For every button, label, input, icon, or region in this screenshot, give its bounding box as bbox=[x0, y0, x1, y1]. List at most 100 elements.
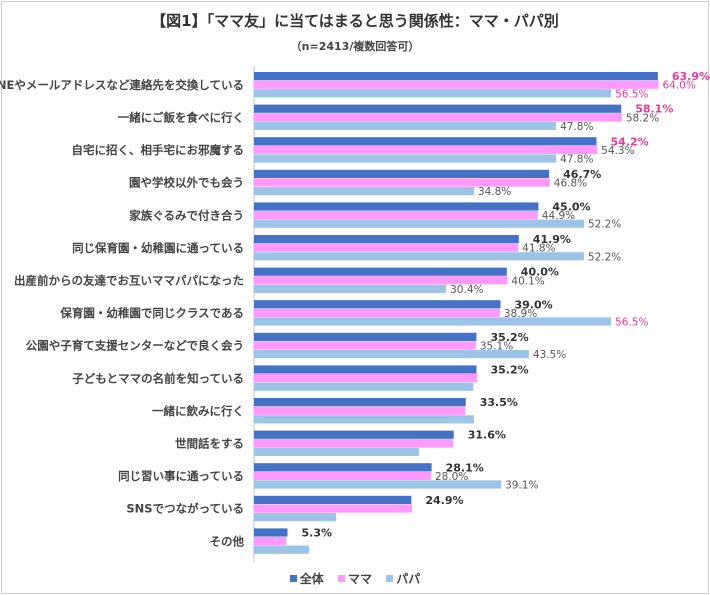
bar-total bbox=[254, 72, 658, 81]
data-label-total: 5.3% bbox=[301, 527, 332, 540]
category-label: 同じ保育園・幼稚園に通っている bbox=[72, 241, 244, 255]
bar-mama bbox=[254, 341, 476, 350]
category-label: 同じ習い事に通っている bbox=[118, 469, 244, 483]
bar-papa bbox=[254, 447, 419, 456]
data-label-total: 58.1% bbox=[635, 103, 673, 116]
category-label: 保育園・幼稚園で同じクラスである bbox=[59, 306, 244, 320]
bar-mama bbox=[254, 113, 622, 122]
data-label-mama: 54.3% bbox=[601, 145, 634, 157]
data-label-total: 31.6% bbox=[468, 429, 506, 442]
data-label-papa: 30.4% bbox=[450, 284, 483, 296]
bar-papa bbox=[254, 252, 584, 261]
data-label-papa: 39.1% bbox=[505, 480, 538, 492]
legend-label-mama: ママ bbox=[347, 572, 372, 586]
bar-total bbox=[254, 528, 288, 537]
chart-subtitle: （n=2413/複数回答可） bbox=[290, 40, 420, 53]
bar-total bbox=[254, 495, 412, 504]
data-label-mama: 40.1% bbox=[511, 275, 544, 287]
data-label-mama: 44.9% bbox=[542, 210, 575, 222]
data-label-total: 40.0% bbox=[521, 266, 559, 279]
chart-title: 【図1】「ママ友」に当てはまると思う関係性：ママ・パパ別 bbox=[151, 12, 559, 30]
bar-total bbox=[254, 300, 501, 309]
data-label-mama: 38.9% bbox=[504, 308, 537, 320]
bar-total bbox=[254, 365, 477, 374]
data-label-papa: 52.2% bbox=[588, 251, 621, 263]
bar-mama bbox=[254, 178, 550, 187]
bar-total bbox=[254, 332, 477, 341]
legend-item-total: 全体 bbox=[289, 572, 324, 586]
data-label-papa: 52.2% bbox=[588, 219, 621, 231]
bar-mama bbox=[254, 406, 466, 415]
bar-mama bbox=[254, 374, 478, 383]
bar-mama bbox=[254, 243, 519, 252]
bar-papa bbox=[254, 187, 474, 196]
bar-papa bbox=[254, 480, 502, 489]
data-label-total: 33.5% bbox=[480, 396, 518, 409]
data-label-total: 24.9% bbox=[425, 494, 463, 507]
category-label: SNSでつながっている bbox=[126, 502, 244, 516]
category-label: 一緒にご飯を食べに行く bbox=[118, 111, 244, 125]
data-label-mama: 46.8% bbox=[554, 178, 587, 190]
bar-papa bbox=[254, 350, 529, 359]
category-label: 家族ぐるみで付き合う bbox=[129, 208, 244, 222]
bar-total bbox=[254, 267, 507, 276]
data-label-total: 46.7% bbox=[563, 168, 601, 181]
data-label-papa: 56.5% bbox=[615, 317, 648, 329]
bar-mama bbox=[254, 276, 508, 285]
category-label: その他 bbox=[210, 534, 245, 548]
bar-mama bbox=[254, 80, 659, 89]
category-label: 世間話をする bbox=[175, 437, 244, 451]
category-label: 一緒に飲みに行く bbox=[152, 404, 244, 418]
bar-total bbox=[254, 430, 454, 439]
bar-papa bbox=[254, 545, 309, 554]
legend-swatch-mama bbox=[337, 575, 345, 582]
bar-total bbox=[254, 202, 539, 211]
bar-total bbox=[254, 169, 550, 178]
data-label-mama: 64.0% bbox=[662, 80, 695, 92]
data-label-total: 45.0% bbox=[552, 201, 590, 214]
category-label: 子どもとママの名前を知っている bbox=[72, 371, 244, 385]
data-label-total: 41.9% bbox=[533, 233, 571, 246]
bar-total bbox=[254, 398, 466, 407]
bar-total bbox=[254, 463, 432, 472]
bar-total bbox=[254, 137, 597, 146]
bar-mama bbox=[254, 471, 431, 480]
data-label-mama: 28.0% bbox=[435, 471, 468, 483]
bar-mama bbox=[254, 504, 412, 513]
bar-papa bbox=[254, 415, 474, 424]
legend: 全体 ママ パパ bbox=[0, 570, 710, 587]
bar-papa bbox=[254, 121, 557, 130]
legend-swatch-papa bbox=[386, 575, 394, 582]
data-label-mama: 58.2% bbox=[626, 112, 659, 124]
data-label-total: 35.2% bbox=[490, 364, 528, 377]
bar-mama bbox=[254, 145, 598, 154]
bar-mama bbox=[254, 308, 500, 317]
bar-papa bbox=[254, 154, 557, 163]
data-label-papa: 47.8% bbox=[560, 121, 593, 133]
data-label-total: 63.9% bbox=[672, 70, 710, 83]
data-label-total: 35.2% bbox=[490, 331, 528, 344]
legend-label-total: 全体 bbox=[299, 572, 324, 586]
bar-papa bbox=[254, 219, 584, 228]
data-label-mama: 41.8% bbox=[522, 243, 555, 255]
category-label: LINEやメールアドレスなど連絡先を交換している bbox=[0, 78, 244, 92]
bar-mama bbox=[254, 211, 538, 220]
data-label-total: 54.2% bbox=[611, 135, 649, 148]
category-label: 自宅に招く、相手宅にお邪魔する bbox=[72, 143, 245, 157]
bar-papa bbox=[254, 317, 612, 326]
data-label-papa: 56.5% bbox=[615, 88, 648, 100]
category-label: 公園や子育て支援センターなどで良く会う bbox=[26, 339, 244, 353]
data-label-papa: 47.8% bbox=[560, 154, 593, 166]
bar-mama bbox=[254, 537, 287, 546]
bar-papa bbox=[254, 382, 474, 391]
bar-papa bbox=[254, 513, 337, 522]
bar-papa bbox=[254, 284, 447, 293]
bar-mama bbox=[254, 439, 454, 448]
legend-item-mama: ママ bbox=[337, 572, 372, 586]
bar-papa bbox=[254, 89, 612, 98]
data-label-papa: 43.5% bbox=[533, 349, 566, 361]
legend-swatch-total bbox=[289, 575, 297, 582]
legend-label-papa: パパ bbox=[396, 572, 421, 586]
